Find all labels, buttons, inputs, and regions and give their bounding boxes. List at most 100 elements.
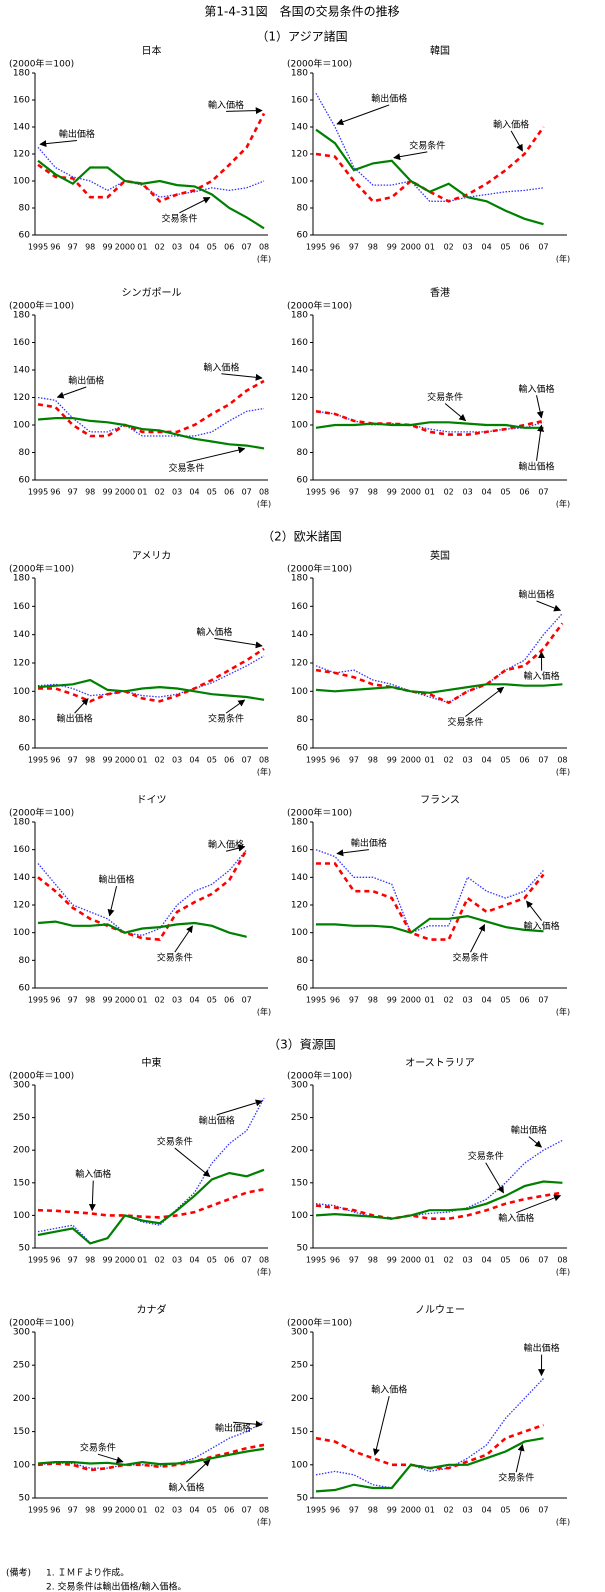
- y-tick-label: 160: [13, 338, 30, 348]
- x-tick-label: 05: [500, 243, 510, 252]
- series-line: [315, 410, 544, 436]
- x-tick-label: 02: [444, 996, 454, 1005]
- y-tick-label: 140: [291, 123, 308, 133]
- y-tick-label: 250: [13, 1361, 30, 1371]
- annotation-arrow: [39, 140, 77, 148]
- series-label: 交易条件: [468, 1150, 504, 1162]
- x-tick-label: 01: [137, 243, 147, 252]
- series-label: 輸出価格: [59, 128, 95, 140]
- series-line: [37, 396, 265, 437]
- y-tick-label: 60: [297, 984, 309, 994]
- x-tick-label: 05: [207, 756, 217, 765]
- x-tick-label: 97: [349, 1506, 359, 1515]
- series-line: [315, 1378, 544, 1489]
- series-line: [315, 1139, 563, 1220]
- section-title: （3）資源国: [268, 1038, 336, 1052]
- x-tick-label: 06: [224, 996, 234, 1005]
- y-tick-label: 160: [291, 96, 308, 106]
- series-label: 輸出価格: [351, 837, 387, 849]
- x-tick-label: 96: [50, 756, 60, 765]
- annotation-arrow: [528, 1136, 542, 1148]
- x-tick-label: 03: [463, 243, 473, 252]
- x-tick-label: 99: [102, 1256, 112, 1265]
- x-tick-label: 02: [155, 756, 165, 765]
- y-tick-label: 50: [19, 1244, 31, 1254]
- y-tick-label: 80: [19, 448, 31, 458]
- x-tick-label: 07: [242, 243, 252, 252]
- series-line: [37, 379, 265, 438]
- x-tick-label: 07: [538, 1256, 548, 1265]
- x-tick-label: 1995: [28, 1256, 48, 1265]
- annotation-arrow: [74, 698, 89, 714]
- y-tick-label: 140: [13, 123, 30, 133]
- x-tick-label: 99: [387, 756, 397, 765]
- series-line: [315, 849, 544, 934]
- series-label: 輸入価格: [75, 1168, 111, 1180]
- x-tick-label: 07: [538, 488, 548, 497]
- x-axis-unit: (年): [257, 254, 271, 264]
- y-tick-label: 160: [13, 602, 30, 612]
- series-line: [315, 1437, 544, 1493]
- x-tick-label: 99: [387, 1256, 397, 1265]
- y-axis-label: (2000年＝100): [9, 58, 74, 70]
- x-tick-label: 04: [189, 1506, 199, 1515]
- y-tick-label: 180: [291, 818, 308, 828]
- y-tick-label: 50: [19, 1494, 31, 1504]
- x-tick-label: 01: [425, 756, 435, 765]
- series-line: [37, 920, 247, 938]
- y-tick-label: 100: [13, 1211, 30, 1221]
- x-tick-label: 04: [189, 996, 199, 1005]
- x-tick-label: 02: [155, 1506, 165, 1515]
- x-tick-label: 08: [259, 1506, 269, 1515]
- y-axis-label: (2000年＝100): [287, 300, 352, 312]
- series-line: [37, 1447, 265, 1466]
- series-label: 交易条件: [208, 713, 244, 725]
- series-line: [315, 126, 545, 203]
- y-axis-label: (2000年＝100): [9, 807, 74, 819]
- annotation-arrow: [107, 885, 118, 917]
- x-tick-label: 1995: [306, 756, 326, 765]
- x-tick-label: 02: [444, 488, 454, 497]
- annotation-arrow: [516, 1194, 562, 1214]
- x-tick-label: 98: [368, 488, 378, 497]
- series-line: [315, 1191, 563, 1221]
- y-tick-label: 100: [291, 928, 308, 938]
- x-tick-label: 02: [155, 243, 165, 252]
- x-tick-label: 07: [538, 996, 548, 1005]
- x-tick-label: 2000: [115, 1256, 135, 1265]
- x-tick-label: 06: [519, 488, 529, 497]
- note: (備考): [6, 1567, 31, 1579]
- y-tick-label: 120: [291, 659, 308, 669]
- series-line: [37, 146, 265, 198]
- x-tick-label: 96: [50, 1506, 60, 1515]
- series-line: [37, 1097, 265, 1244]
- x-tick-label: 98: [85, 488, 95, 497]
- series-label: 交易条件: [161, 212, 197, 224]
- x-tick-label: 97: [349, 756, 359, 765]
- x-tick-label: 96: [50, 996, 60, 1005]
- chart-title: 香港: [430, 287, 450, 299]
- series-label: 輸出価格: [511, 1124, 547, 1136]
- x-tick-label: 96: [330, 996, 340, 1005]
- x-tick-label: 96: [330, 243, 340, 252]
- x-tick-label: 05: [500, 1256, 510, 1265]
- y-tick-label: 100: [13, 177, 30, 187]
- series-line: [37, 655, 265, 698]
- x-axis-unit: (年): [556, 254, 570, 264]
- series-line: [315, 622, 564, 705]
- series-line: [315, 1180, 563, 1220]
- series-line: [38, 647, 265, 703]
- x-tick-label: 02: [444, 243, 454, 252]
- x-tick-label: 2000: [401, 756, 421, 765]
- y-tick-label: 80: [297, 204, 309, 214]
- x-tick-label: 96: [50, 1256, 60, 1265]
- annotation-arrow: [510, 130, 523, 152]
- y-tick-label: 100: [291, 687, 308, 697]
- series-label: 交易条件: [427, 391, 463, 403]
- y-axis-label: (2000年＝100): [287, 1317, 352, 1329]
- series-line: [37, 417, 265, 450]
- y-tick-label: 50: [297, 1244, 309, 1254]
- series-label: 輸入価格: [519, 383, 555, 395]
- x-tick-label: 1995: [306, 1256, 326, 1265]
